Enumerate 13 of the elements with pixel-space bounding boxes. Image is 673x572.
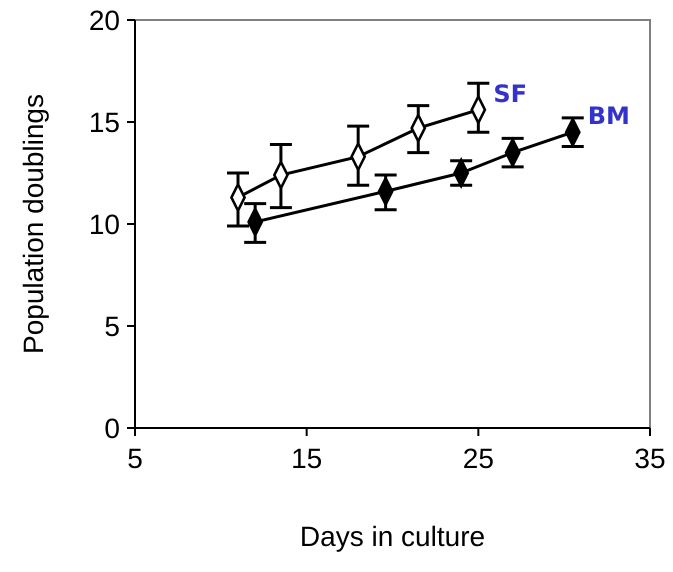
y-tick-label: 0 (104, 413, 120, 444)
y-axis-title: Population doublings (18, 94, 49, 354)
x-tick-label: 15 (291, 443, 322, 474)
series-label: BM (588, 102, 630, 130)
x-tick-label: 5 (127, 443, 143, 474)
x-axis-title: Days in culture (300, 521, 486, 552)
y-tick-label: 20 (88, 5, 120, 36)
y-tick-label: 10 (88, 209, 120, 240)
x-tick-label: 35 (634, 443, 666, 474)
series-label: SF (493, 80, 528, 108)
y-tick-label: 15 (88, 107, 120, 138)
y-tick-label: 5 (104, 311, 120, 342)
x-tick-label: 25 (462, 443, 494, 474)
